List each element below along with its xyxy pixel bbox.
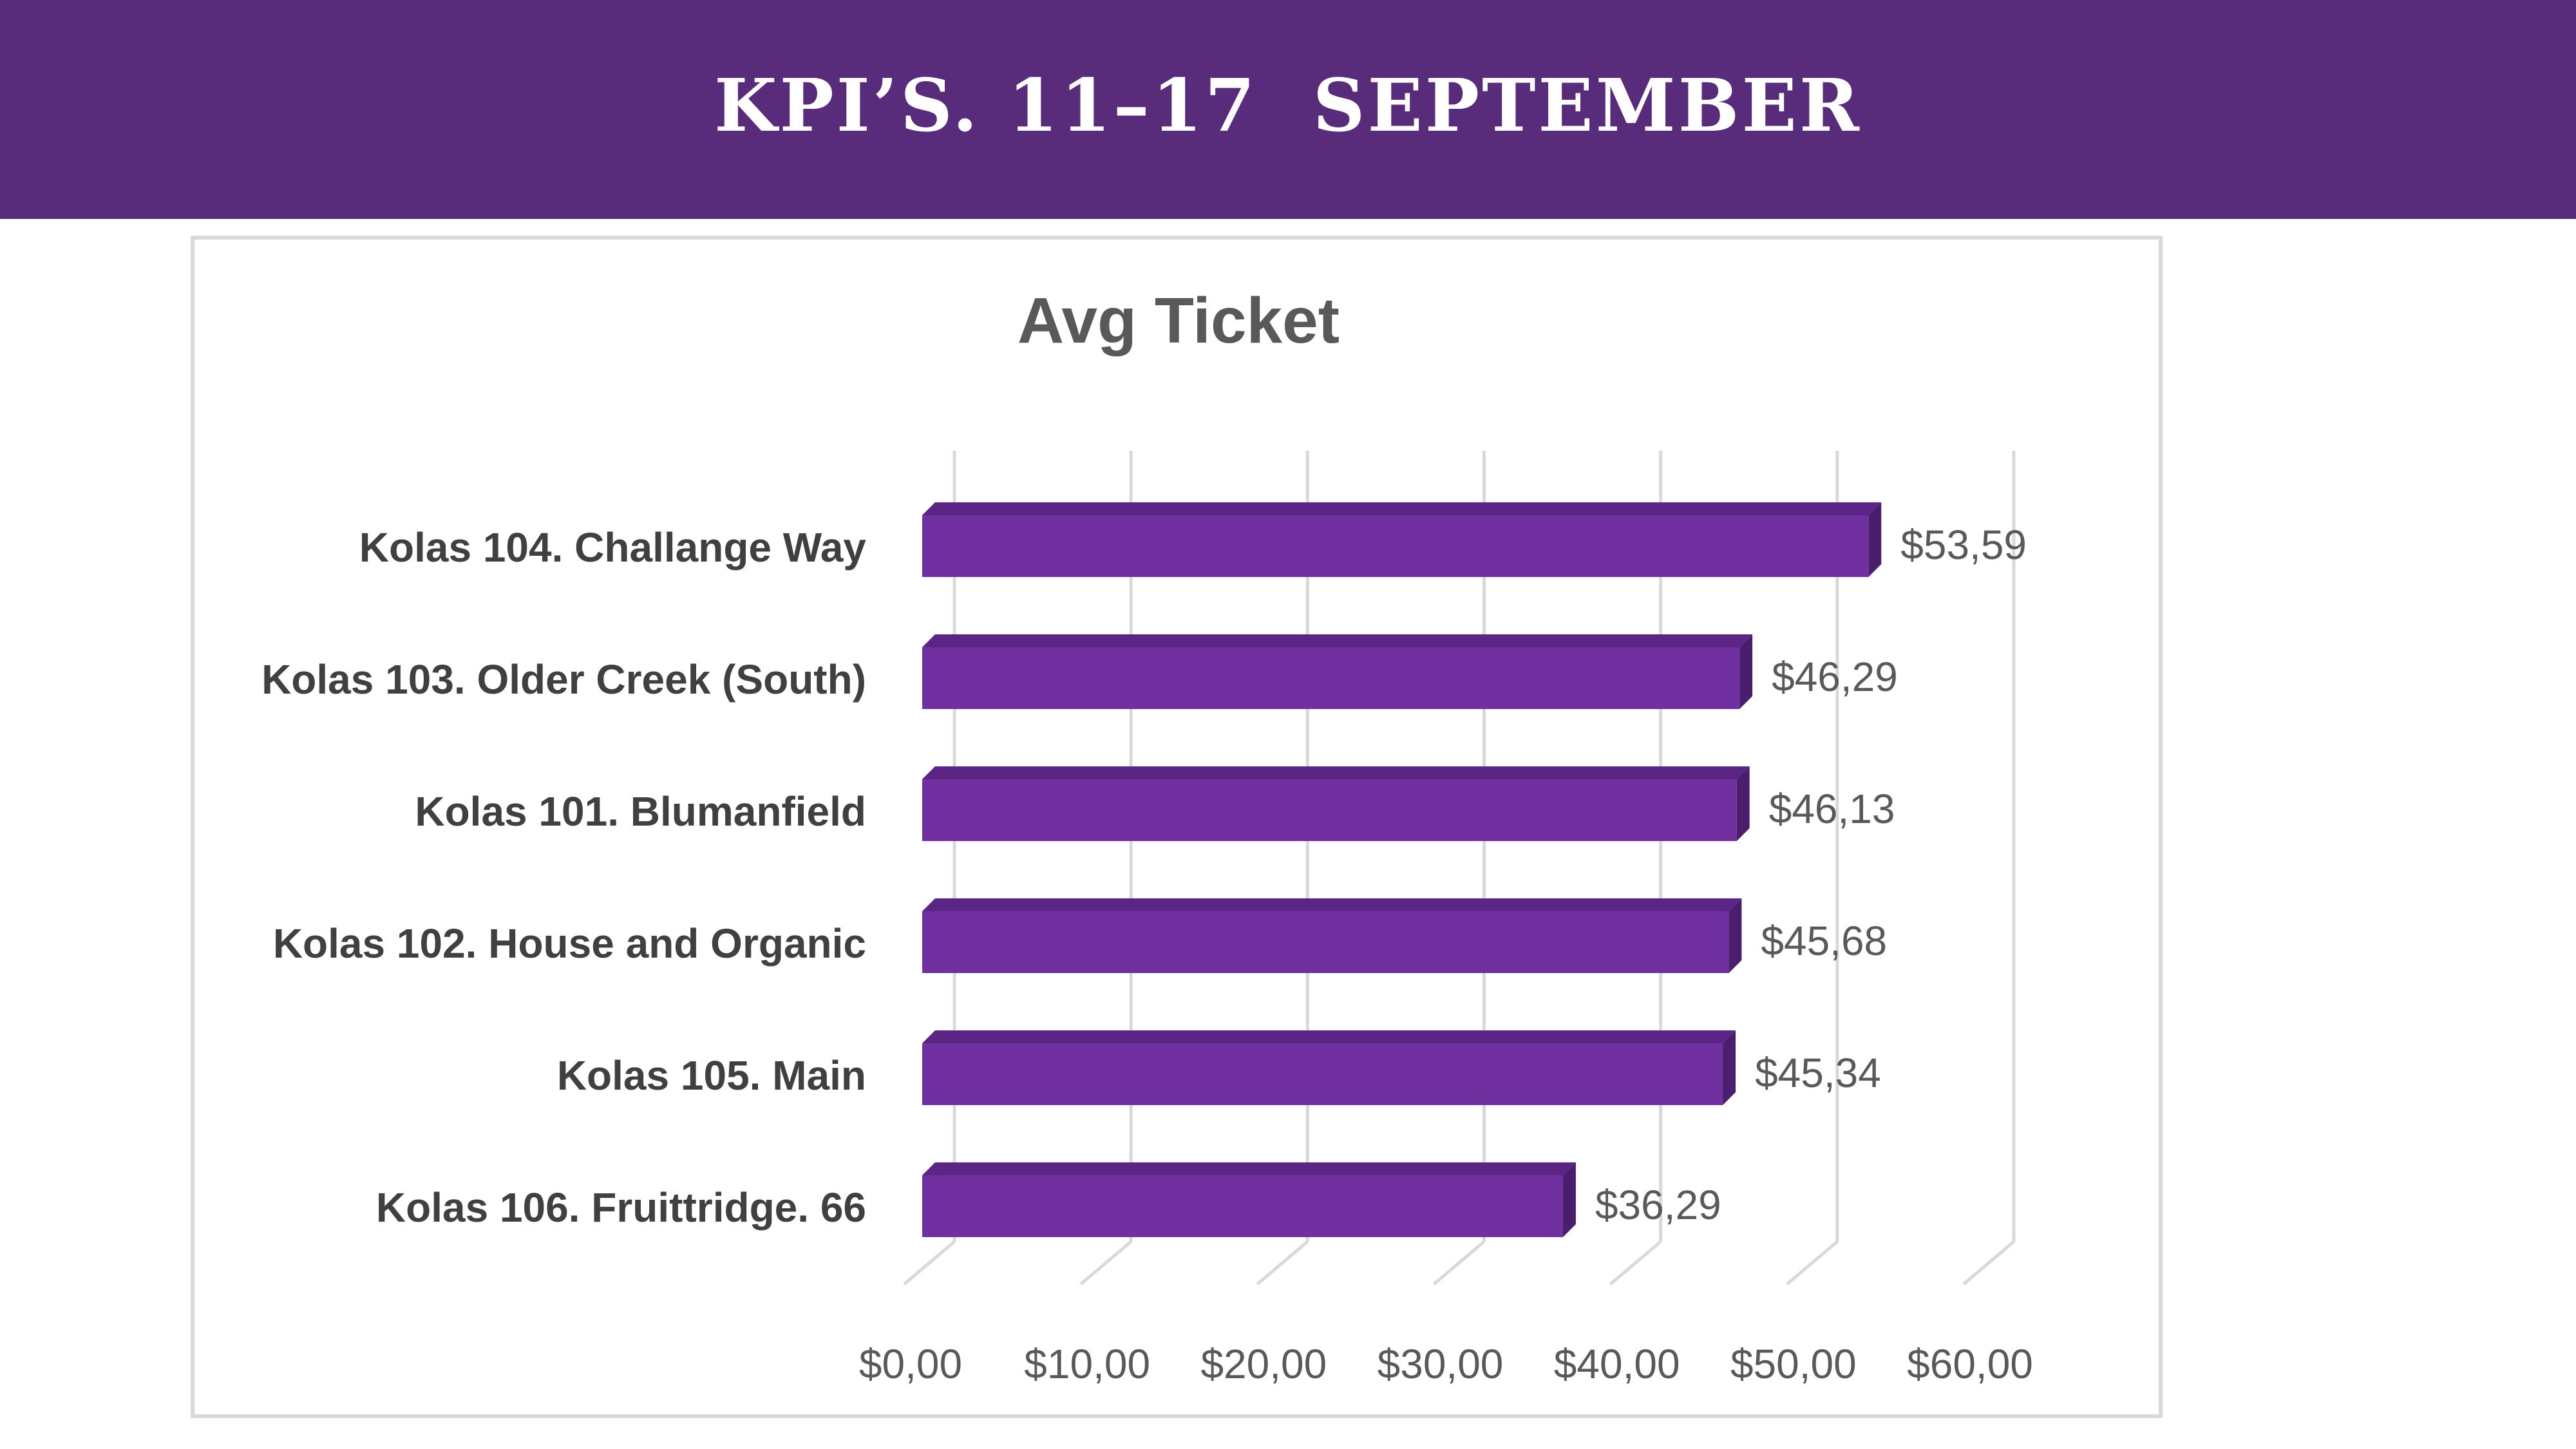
bar [922, 766, 1750, 841]
category-label: Kolas 103. Older Creek (South) [261, 656, 866, 703]
bar [922, 898, 1742, 973]
x-axis-ticks: $0,00 $10,00 $20,00 $30,00 $40,00 $50,00 $60,0… [859, 1341, 2033, 1387]
bar-top [922, 766, 1750, 779]
data-labels: $53,59 $46,29 $46,13 $45,68 $45,34 $36,29 [1595, 522, 2027, 1228]
x-tick-label: $0,00 [859, 1341, 962, 1387]
category-label: Kolas 104. Challange Way [359, 524, 867, 571]
bar [922, 634, 1753, 709]
bar-front [922, 911, 1729, 973]
floor-gridline [1432, 1240, 1486, 1285]
floor-gridline [1256, 1240, 1309, 1285]
bar-side [1739, 634, 1753, 709]
floor-gridline [1962, 1240, 2015, 1285]
category-label: Kolas 105. Main [557, 1052, 866, 1099]
bar-front [922, 515, 1869, 577]
bars [922, 502, 1882, 1237]
x-tick-label: $60,00 [1907, 1341, 2033, 1387]
x-tick-label: $40,00 [1554, 1341, 1680, 1387]
bar-top [922, 1162, 1576, 1175]
data-label: $45,68 [1761, 918, 1887, 964]
bar-side [1562, 1162, 1576, 1237]
header-banner: KPI’S. 11–17 SEPTEMBER [0, 0, 2576, 219]
bar-top [922, 1030, 1736, 1043]
floor-gridline [903, 1240, 956, 1285]
category-label: Kolas 106. Fruittridge. 66 [376, 1184, 866, 1231]
x-tick-label: $30,00 [1378, 1341, 1504, 1387]
bar-top [922, 502, 1882, 515]
bar-front [922, 1043, 1723, 1105]
bar [922, 1030, 1736, 1105]
bar-side [1736, 766, 1750, 841]
data-label: $45,34 [1755, 1050, 1881, 1096]
category-label: Kolas 101. Blumanfield [415, 788, 866, 835]
category-label: Kolas 102. House and Organic [273, 920, 866, 967]
page-title: KPI’S. 11–17 SEPTEMBER [714, 63, 1862, 148]
floor-gridline [1609, 1240, 1662, 1285]
bar-front [922, 647, 1740, 709]
bar-top [922, 898, 1742, 911]
x-tick-label: $20,00 [1200, 1341, 1327, 1387]
bar [922, 502, 1882, 577]
bar-side [1868, 502, 1882, 577]
bar-top [922, 634, 1753, 647]
bar-front [922, 779, 1737, 841]
data-label: $46,13 [1769, 786, 1895, 832]
x-tick-label: $10,00 [1024, 1341, 1150, 1387]
bar [922, 1162, 1576, 1237]
bar-side [1728, 898, 1742, 973]
chart-title: Avg Ticket [1018, 285, 1340, 357]
bar-front [922, 1175, 1563, 1237]
grid-lines [903, 451, 2016, 1285]
category-labels: Kolas 104. Challange Way Kolas 103. Older… [261, 524, 866, 1231]
floor-gridline [1786, 1240, 1839, 1285]
data-label: $46,29 [1772, 654, 1898, 700]
data-label: $36,29 [1595, 1182, 1721, 1228]
data-label: $53,59 [1900, 522, 2027, 568]
bar-side [1723, 1030, 1736, 1105]
floor-gridline [1079, 1240, 1132, 1285]
x-tick-label: $50,00 [1730, 1341, 1857, 1387]
